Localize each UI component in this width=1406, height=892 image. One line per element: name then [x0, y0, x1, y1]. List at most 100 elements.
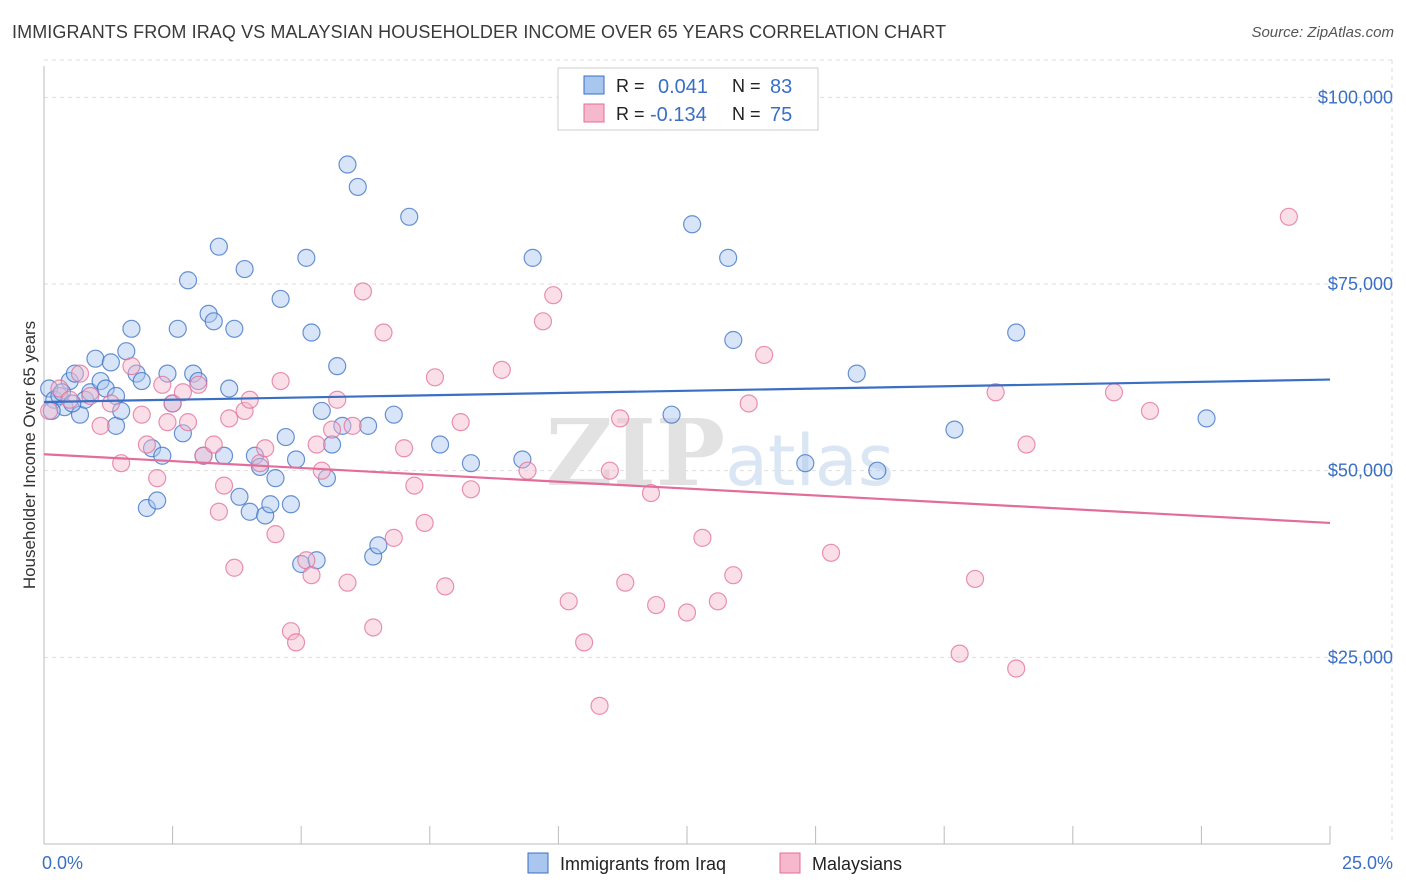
source-label: Source: ZipAtlas.com	[1251, 24, 1394, 41]
point-malaysians	[353, 282, 373, 301]
point-malaysians	[677, 603, 697, 622]
point-malaysians	[240, 390, 259, 409]
point-malaysians	[436, 577, 455, 596]
point-iraq	[297, 248, 316, 267]
point-malaysians	[1007, 659, 1026, 678]
point-iraq	[868, 461, 887, 480]
point-malaysians	[178, 413, 198, 432]
point-iraq	[112, 401, 131, 421]
point-iraq	[369, 536, 388, 555]
point-iraq	[122, 319, 141, 338]
point-malaysians	[544, 286, 563, 305]
point-iraq	[1197, 409, 1216, 428]
point-malaysians	[225, 558, 244, 577]
point-malaysians	[50, 379, 69, 398]
bottom-legend-label-iraq: Immigrants from Iraq	[560, 854, 726, 874]
point-iraq	[173, 424, 192, 443]
point-malaysians	[338, 573, 357, 592]
y-tick-label: $50,000	[1328, 461, 1393, 481]
legend-r-value-iraq: 0.041	[658, 76, 708, 98]
point-iraq	[158, 364, 177, 383]
point-malaysians	[220, 409, 239, 428]
point-malaysians	[641, 483, 661, 503]
point-malaysians	[173, 383, 192, 402]
point-malaysians	[821, 543, 841, 562]
point-iraq	[302, 323, 321, 342]
point-malaysians	[950, 644, 969, 663]
point-iraq	[86, 349, 105, 368]
point-malaysians	[708, 592, 727, 611]
point-iraq	[945, 420, 964, 439]
series-malaysians-points	[40, 207, 1298, 715]
y-tick-label: $100,000	[1318, 87, 1393, 107]
point-malaysians	[266, 525, 285, 544]
point-malaysians	[302, 566, 321, 585]
point-malaysians	[616, 573, 635, 592]
point-malaysians	[343, 416, 362, 435]
point-iraq	[220, 379, 239, 398]
point-malaysians	[986, 383, 1005, 402]
point-iraq	[333, 416, 352, 435]
point-malaysians	[461, 480, 481, 499]
point-malaysians	[374, 323, 393, 342]
point-iraq	[364, 547, 383, 566]
y-tick-label: $25,000	[1328, 647, 1393, 667]
point-iraq	[322, 435, 342, 454]
point-iraq	[209, 237, 228, 256]
point-iraq	[358, 416, 378, 435]
point-iraq	[281, 495, 301, 514]
point-malaysians	[590, 696, 609, 715]
watermark: ZIPatlas	[546, 399, 895, 507]
legend-box: R = 0.041 N = 83 R = -0.134 N = 75	[557, 67, 819, 131]
legend-swatch-iraq	[583, 75, 605, 95]
watermark-atlas: atlas	[725, 420, 894, 502]
legend-swatch-malaysians	[583, 103, 605, 123]
point-malaysians	[405, 476, 424, 495]
point-malaysians	[451, 413, 470, 432]
point-malaysians	[137, 435, 156, 454]
point-iraq	[148, 491, 167, 510]
point-malaysians	[70, 364, 90, 383]
point-malaysians	[1140, 401, 1160, 421]
point-malaysians	[611, 409, 630, 428]
point-malaysians	[394, 439, 414, 458]
point-malaysians	[1279, 207, 1298, 226]
point-malaysians	[1104, 383, 1124, 402]
point-malaysians	[235, 401, 254, 421]
point-malaysians	[60, 390, 79, 409]
point-iraq	[230, 487, 249, 506]
legend-r-label-iraq: R =	[616, 76, 645, 96]
point-malaysians	[312, 461, 331, 480]
point-iraq	[796, 454, 815, 473]
point-iraq	[312, 401, 331, 421]
point-iraq	[286, 450, 306, 469]
point-malaysians	[724, 566, 743, 585]
x-tick-label: 25.0%	[1342, 853, 1393, 873]
trend-line-malaysians	[43, 453, 1331, 525]
x-tick-label: 0.0%	[42, 853, 83, 873]
point-malaysians	[518, 461, 537, 480]
point-iraq	[137, 498, 156, 518]
legend-r-label-malaysians: R =	[616, 104, 645, 124]
bottom-legend-label-malaysians: Malaysians	[812, 854, 902, 874]
point-iraq	[513, 450, 532, 469]
trend-lines	[43, 378, 1331, 525]
point-iraq	[132, 371, 151, 391]
legend-r-value-malaysians: -0.134	[650, 104, 707, 126]
bottom-legend-swatch-malaysians	[779, 852, 801, 874]
point-malaysians	[600, 461, 619, 480]
point-malaysians	[575, 633, 594, 652]
legend-n-label-malaysians: N =	[732, 104, 761, 124]
point-iraq	[328, 357, 347, 376]
point-iraq	[240, 502, 259, 521]
point-malaysians	[189, 375, 208, 394]
point-iraq	[400, 207, 419, 226]
point-malaysians	[384, 528, 403, 547]
point-malaysians	[153, 375, 172, 394]
point-malaysians	[328, 390, 347, 409]
chart-title: IMMIGRANTS FROM IRAQ VS MALAYSIAN HOUSEH…	[12, 22, 947, 42]
point-iraq	[266, 469, 285, 488]
watermark-zip: ZIP	[546, 399, 725, 507]
point-iraq	[662, 405, 681, 424]
